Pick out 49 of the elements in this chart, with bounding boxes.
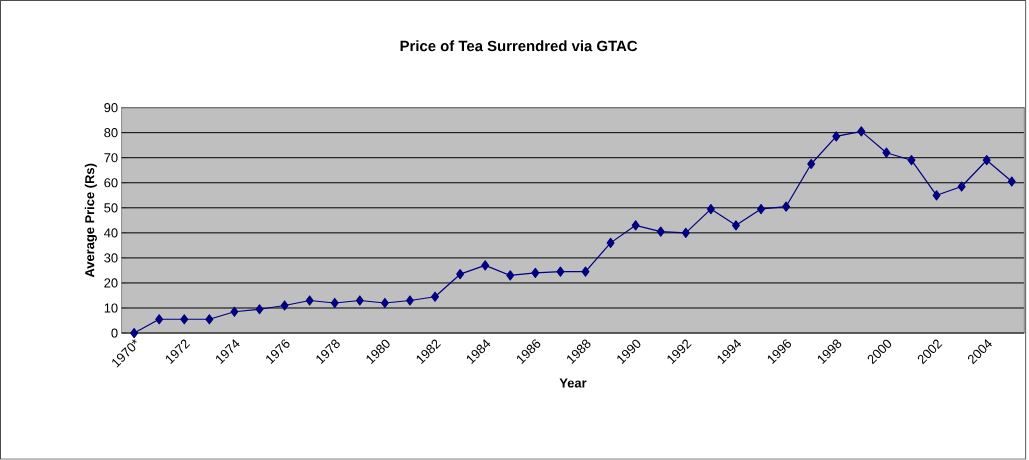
y-tick-label: 10 [104,303,118,313]
y-tick-label: 90 [104,103,118,113]
y-tick-label: 40 [104,228,118,238]
point [531,268,540,279]
point [907,155,916,166]
point [406,295,414,306]
chart-title: Price of Tea Surrendred via GTAC [400,40,638,52]
point [757,204,765,215]
y-tick-label: 20 [104,278,118,288]
y-axis-title: Average Price (Rs) [84,163,97,278]
point [255,304,264,315]
point [982,155,991,166]
point [456,269,465,280]
point [481,260,490,271]
point [130,328,139,339]
point [581,266,590,277]
y-tick-label: 30 [104,253,118,263]
point [832,131,841,142]
point [380,298,389,309]
point [230,306,239,318]
y-tick-label: 0 [111,328,118,338]
point [656,226,665,237]
y-tick-label: 60 [104,178,118,188]
point [782,201,791,212]
point [731,220,740,231]
point [857,126,866,137]
point [807,159,816,170]
point [932,190,941,201]
point [1007,176,1016,187]
point [882,147,891,158]
point [330,298,339,309]
point [606,237,615,249]
y-tick-label: 80 [104,128,118,138]
point [205,314,214,325]
point [355,295,364,306]
point [431,291,440,302]
point [681,227,690,239]
point [280,300,289,311]
point [556,266,565,277]
point [706,204,715,215]
x-axis-title: Year [559,378,587,388]
point [305,295,314,306]
point [180,314,189,325]
point [631,220,640,231]
point [155,314,164,325]
y-tick-label: 70 [104,153,118,163]
point [506,270,515,281]
point [957,181,966,192]
y-tick-label: 50 [104,203,118,213]
